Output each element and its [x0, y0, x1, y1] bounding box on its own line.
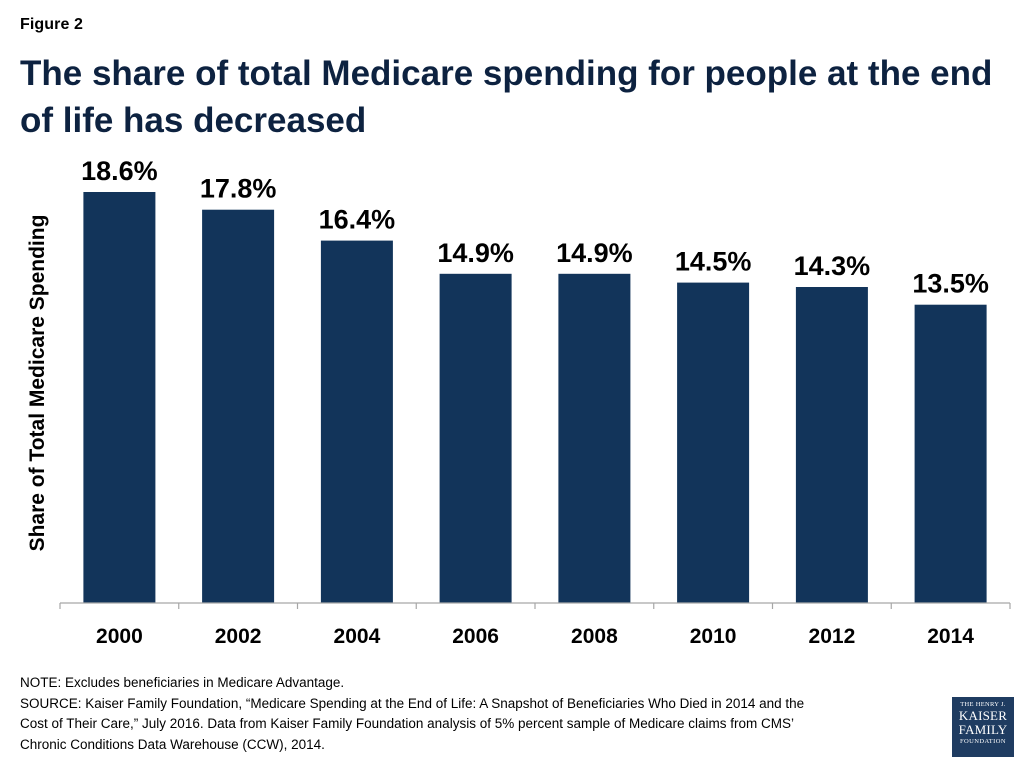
- figure-label: Figure 2: [20, 16, 84, 33]
- data-label-2010: 14.5%: [675, 247, 752, 277]
- kaiser-family-foundation-logo: THE HENRY J. KAISER FAMILY FOUNDATION: [952, 697, 1014, 757]
- footnotes: NOTE: Excludes beneficiaries in Medicare…: [20, 673, 920, 755]
- x-tick-label-2010: 2010: [690, 625, 737, 648]
- x-tick-label-2000: 2000: [96, 625, 143, 648]
- logo-line-4: FOUNDATION: [960, 738, 1006, 745]
- logo-line-2: KAISER: [958, 708, 1008, 723]
- x-tick-label-2008: 2008: [571, 625, 618, 648]
- bar-2000: [83, 192, 156, 603]
- logo-line-1: THE HENRY J.: [960, 701, 1006, 708]
- bar-2008: [558, 273, 631, 603]
- chart-title: The share of total Medicare spending for…: [20, 54, 993, 140]
- data-label-2006: 14.9%: [437, 238, 514, 268]
- bar-2004: [320, 240, 393, 603]
- bar-2012: [795, 287, 868, 603]
- data-label-2012: 14.3%: [794, 251, 871, 281]
- x-tick-label-2004: 2004: [334, 625, 381, 648]
- x-tick-label-2002: 2002: [215, 625, 262, 648]
- source-text-line-1: SOURCE: Kaiser Family Foundation, “Medic…: [20, 695, 805, 711]
- logo-line-3: FAMILY: [958, 722, 1008, 737]
- source-text-line-3: Chronic Conditions Data Warehouse (CCW),…: [20, 736, 325, 752]
- data-label-2008: 14.9%: [556, 238, 633, 268]
- data-label-2004: 16.4%: [319, 205, 396, 235]
- source-text-line-2: Cost of Their Care,” July 2016. Data fro…: [20, 716, 795, 731]
- x-tick-label-2012: 2012: [809, 625, 856, 648]
- bar-2014: [914, 304, 987, 603]
- bar-2006: [439, 273, 512, 603]
- x-tick-label-2006: 2006: [452, 625, 499, 648]
- x-tick-label-2014: 2014: [927, 625, 974, 648]
- data-label-2002: 17.8%: [200, 174, 277, 204]
- note-text: NOTE: Excludes beneficiaries in Medicare…: [20, 675, 345, 690]
- y-axis-label: Share of Total Medicare Spending: [26, 214, 49, 552]
- bar-2002: [202, 209, 275, 603]
- data-label-2014: 13.5%: [912, 269, 989, 299]
- bar-2010: [677, 282, 750, 603]
- data-label-2000: 18.6%: [81, 156, 158, 186]
